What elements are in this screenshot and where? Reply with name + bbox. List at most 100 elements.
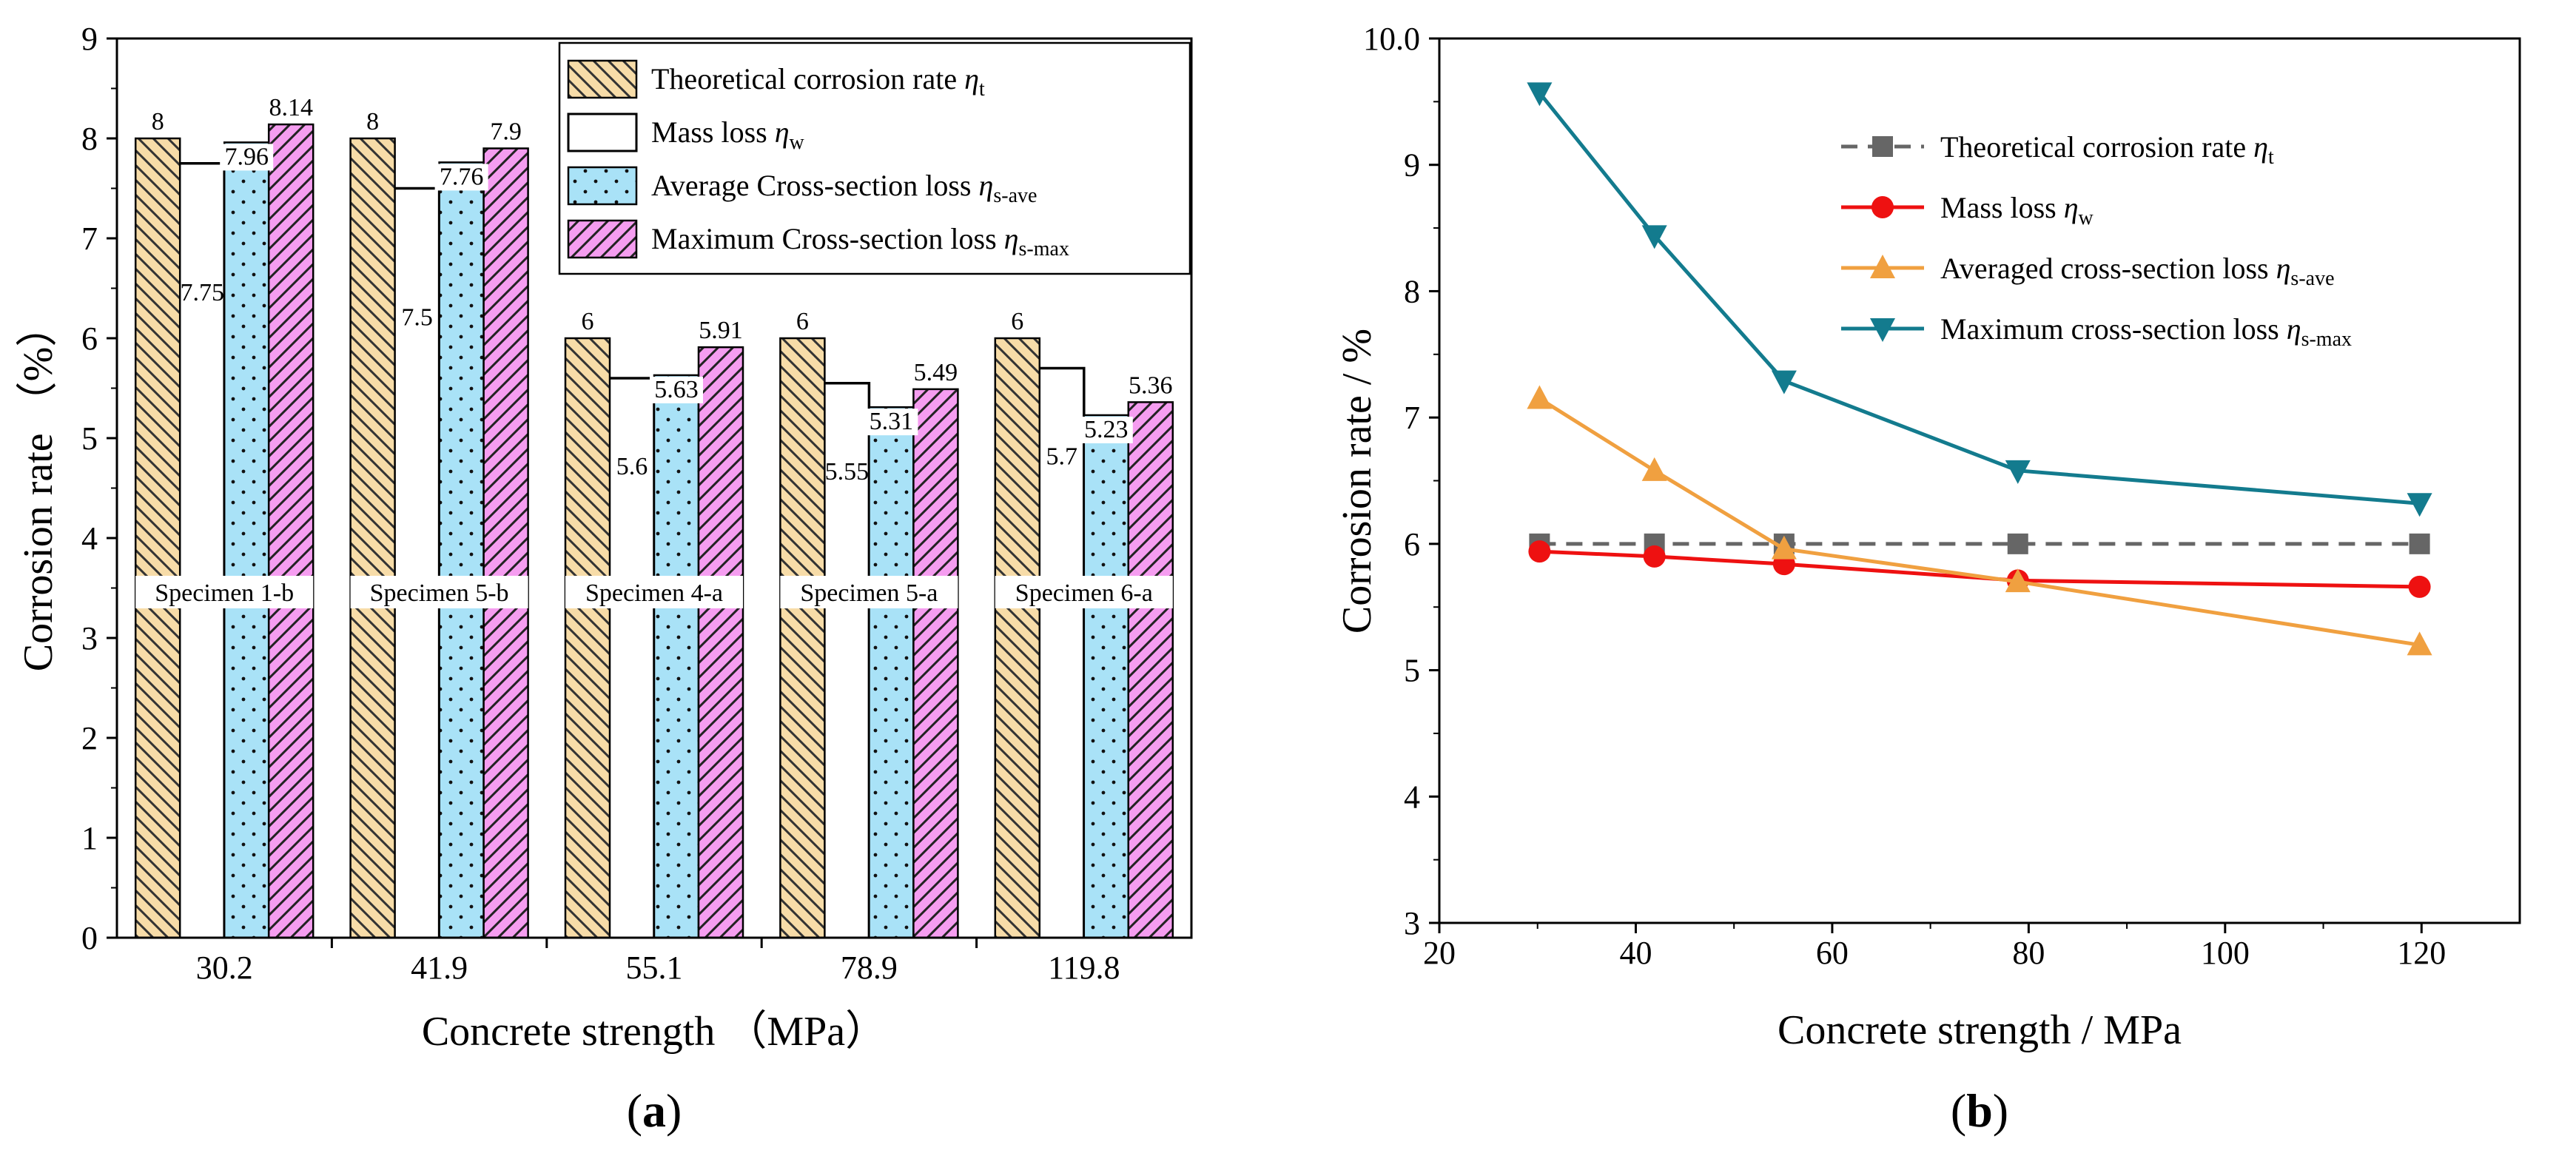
- panel-b-legend-entry: Mass loss ηw: [1940, 191, 2094, 229]
- panel-a-label-mass-loss: 5.7: [1046, 443, 1078, 471]
- panel-a-label-theoretical: 6: [582, 308, 594, 335]
- panel-b-y-axis-label: Corrosion rate / %: [1334, 329, 1380, 634]
- panel-a-label-bg: [434, 164, 488, 191]
- panel-b-data-point: [2407, 631, 2432, 656]
- panel-a-label-bg: [650, 376, 703, 403]
- panel-a-y-tick-label: 8: [81, 121, 98, 157]
- panel-a-legend-entry: Theoretical corrosion rate ηt: [651, 62, 985, 101]
- panel-a-label-average: 5.23: [1084, 416, 1129, 443]
- panel-a-x-tick-label: 41.9: [411, 950, 468, 986]
- panel-b-series: [1527, 82, 2432, 656]
- panel-b-y-tick-label: 10.0: [1363, 21, 1420, 57]
- panel-a-bar: [912, 388, 959, 939]
- panel-a-bar: [482, 147, 529, 939]
- panel-a-y-tick-label: 3: [81, 620, 98, 656]
- panel-a-y-tick-label: 0: [81, 920, 98, 956]
- panel-b-data-point: [2007, 533, 2028, 554]
- panel-b-data-point: [2005, 568, 2031, 593]
- panel-a-axes: 0 1 2 3 4 5 6 7 8 9 30.2 41.9 55.1 78.9 119.8: [81, 21, 1120, 986]
- panel-a-label-average: 5.31: [870, 408, 914, 435]
- panel-b-caption: (b): [1951, 1084, 2008, 1137]
- panel-a-specimen-bg: [995, 576, 1173, 608]
- panel-b-y-tick-label: 9: [1404, 147, 1420, 184]
- panel-b-data-point: [1771, 370, 1797, 394]
- panel-a-bar: [564, 337, 611, 939]
- panel-a-bar: [134, 137, 181, 939]
- panel-a-specimen-label: Specimen 5-a: [800, 580, 938, 607]
- panel-b-legend: Theoretical corrosion rate ηt Mass loss η…: [1841, 130, 2352, 351]
- panel-b-series-line: [1539, 549, 2420, 589]
- panel-b-legend-marker: [1872, 196, 1894, 218]
- panel-b-data-point: [1641, 225, 1667, 249]
- panel-a-legend: Theoretical corrosion rate ηt Mass loss η…: [558, 41, 1191, 275]
- panel-b-legend-marker: [1872, 136, 1893, 157]
- panel-b-data-point: [1643, 545, 1666, 568]
- panel-a-legend-swatch: [567, 166, 638, 206]
- panel-a-bar: [223, 141, 270, 939]
- panel-a-y-tick-label: 1: [81, 820, 98, 856]
- panel-b-data-point: [1527, 82, 1553, 107]
- panel-a-x-axis-label: Concrete strength （MPa）: [422, 1009, 887, 1055]
- panel-a-label-mass-loss: 5.6: [616, 453, 648, 480]
- panel-a-legend-entry: Maximum Cross-section loss ηs-max: [651, 222, 1069, 261]
- panel-a-specimen-bg: [780, 576, 958, 608]
- panel-b-axes: 3 4 5 6 7 8 9 10.0 20 40 60 80 100 120: [1363, 21, 2446, 971]
- panel-a-legend-entry: Average Cross-section loss ηs-ave: [651, 169, 1037, 207]
- panel-a-label-average: 7.96: [224, 143, 269, 170]
- panel-b-series-line: [1538, 397, 2421, 647]
- panel-a-x-tick-label: 30.2: [196, 950, 253, 986]
- panel-a-bar-mass-loss: [394, 187, 441, 938]
- panel-a-y-tick-label: 4: [81, 520, 98, 557]
- panel-a-bar: [994, 337, 1041, 939]
- panel-a-legend-swatch: [567, 112, 638, 152]
- panel-a-bar: [868, 406, 915, 939]
- panel-a-bar: [653, 374, 700, 939]
- panel-a-label-theoretical: 8: [152, 108, 164, 135]
- panel-b-data-point: [1641, 457, 1667, 481]
- panel-b-data-point: [2409, 533, 2430, 554]
- panel-a-specimen-bg: [135, 576, 314, 608]
- panel-a-bar: [1083, 414, 1130, 939]
- panel-a-bar: [267, 123, 315, 939]
- panel-a-specimen-label: Specimen 1-b: [155, 580, 294, 607]
- panel-a-legend-swatch: [567, 59, 638, 99]
- panel-b-x-tick-label: 120: [2397, 935, 2446, 971]
- panel-a-specimen-label: Specimen 5-b: [370, 580, 509, 607]
- panel-a-specimen-bg: [350, 576, 528, 608]
- panel-a-bar: [349, 137, 396, 939]
- panel-a-y-tick-label: 5: [81, 420, 98, 457]
- panel-a-label-mass-loss: 7.5: [401, 304, 433, 332]
- panel-b-y-tick-label: 8: [1404, 273, 1420, 309]
- panel-b-x-tick-label: 60: [1816, 935, 1849, 971]
- panel-b-y-tick-label: 6: [1404, 526, 1420, 562]
- panel-b-legend-entry: Theoretical corrosion rate ηt: [1940, 130, 2274, 169]
- panel-a-y-tick-label: 6: [81, 320, 98, 357]
- panel-a-label-average: 7.76: [440, 163, 484, 190]
- panel-b-y-tick-label: 5: [1404, 653, 1420, 689]
- panel-a-specimen-labels: Specimen 1-b Specimen 5-b Specimen 4-a Spec…: [135, 576, 1173, 608]
- panel-b-x-axis-label: Concrete strength / MPa: [1778, 1007, 2182, 1053]
- panel-a-label-maximum: 5.49: [914, 359, 958, 386]
- panel-a-bar: [697, 346, 744, 939]
- panel-b-legend-marker: [1870, 318, 1895, 342]
- panel-b-legend-entry: Maximum cross-section loss ηs-max: [1940, 312, 2352, 351]
- panel-b-x-tick-label: 20: [1423, 935, 1456, 971]
- panel-b-x-tick-label: 100: [2201, 935, 2250, 971]
- panel-b-data-point: [2407, 493, 2432, 517]
- panel-a-legend-swatch: [567, 219, 638, 259]
- panel-a-caption: (a): [627, 1084, 682, 1137]
- panel-b-y-tick-label: 7: [1404, 400, 1420, 436]
- panel-a-x-tick-label: 78.9: [841, 950, 898, 986]
- panel-a-x-tick-label: 119.8: [1048, 950, 1120, 986]
- panel-a-label-maximum: 5.91: [699, 317, 743, 344]
- panel-a-legend-entry: Mass loss ηw: [651, 115, 805, 154]
- panel-b-y-tick-label: 3: [1404, 905, 1420, 941]
- panel-a-label-mass-loss: 7.75: [180, 279, 224, 306]
- panel-b-data-point: [1528, 540, 1551, 563]
- panel-a-bar: [438, 161, 485, 939]
- panel-b-data-point: [2005, 460, 2031, 484]
- panel-a-label-bg: [1079, 416, 1133, 443]
- panel-a-specimen-label: Specimen 4-a: [585, 580, 723, 607]
